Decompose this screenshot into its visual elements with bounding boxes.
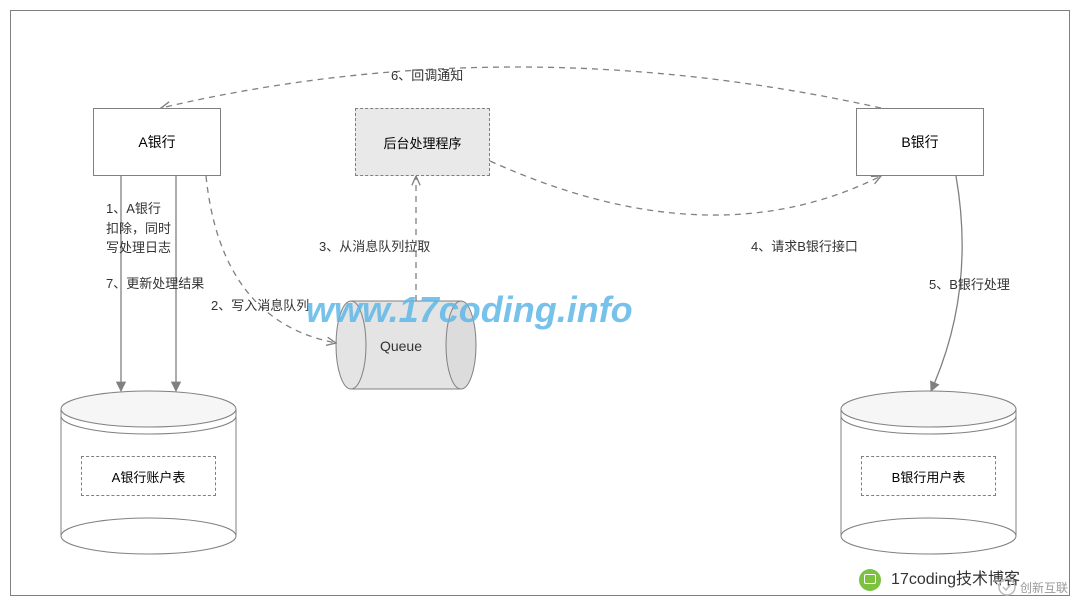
footer-blog: 17coding技术博客 bbox=[859, 565, 1020, 591]
footer-brand: 创新互联 bbox=[998, 578, 1068, 596]
edge-4 bbox=[490, 161, 881, 215]
label-edge-3: 3、从消息队列拉取 bbox=[319, 237, 430, 257]
bank-a-label: A银行 bbox=[138, 132, 175, 152]
edge-6 bbox=[161, 67, 881, 108]
db-b-inner: B银行用户表 bbox=[861, 456, 996, 496]
label-edge-4: 4、请求B银行接口 bbox=[751, 237, 858, 257]
diagram-canvas: Queue bbox=[10, 10, 1070, 596]
db-a-label: A银行账户表 bbox=[112, 467, 186, 486]
label-edge-7: 7、更新处理结果 bbox=[106, 274, 204, 294]
label-edge-6: 6、回调通知 bbox=[391, 66, 463, 86]
db-b-label: B银行用户表 bbox=[892, 467, 966, 486]
queue-label: Queue bbox=[380, 338, 422, 354]
label-edge-1: 1、A银行 扣除，同时 写处理日志 bbox=[106, 199, 171, 258]
label-edge-2: 2、写入消息队列 bbox=[211, 296, 309, 316]
bank-b-label: B银行 bbox=[901, 132, 938, 152]
node-bank-b: B银行 bbox=[856, 108, 984, 176]
node-bank-a: A银行 bbox=[93, 108, 221, 176]
label-edge-5: 5、B银行处理 bbox=[929, 275, 1010, 295]
watermark-text: www.17coding.info bbox=[306, 289, 633, 331]
processor-label: 后台处理程序 bbox=[383, 133, 461, 152]
node-processor: 后台处理程序 bbox=[355, 108, 490, 176]
db-a-inner: A银行账户表 bbox=[81, 456, 216, 496]
